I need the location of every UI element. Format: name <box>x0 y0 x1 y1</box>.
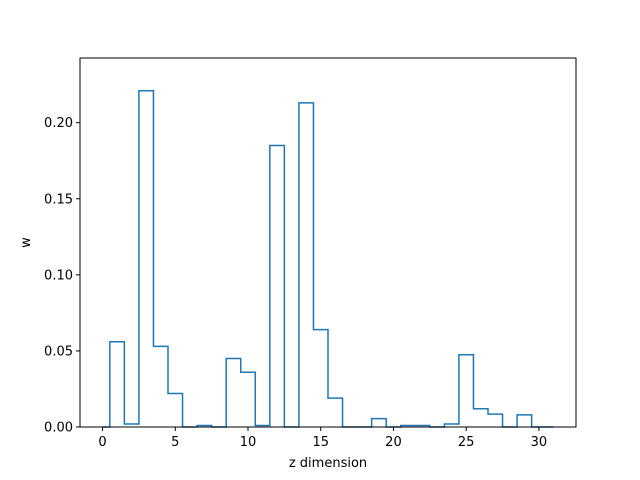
x-tick-label: 30 <box>531 435 548 450</box>
axes-frame <box>79 57 577 428</box>
histogram-step-line <box>102 89 554 428</box>
y-tick-label: 0.05 <box>44 344 73 359</box>
axis-ticks: 0 5 10 15 20 25 30 0.00 0.05 0.10 0.15 0.20 <box>44 116 547 450</box>
y-axis-label: w <box>19 237 34 248</box>
y-tick-label: 0.20 <box>44 116 73 131</box>
y-tick-label: 0.10 <box>44 268 73 283</box>
y-tick-label: 0.15 <box>44 192 73 207</box>
x-tick-label: 25 <box>458 435 475 450</box>
x-tick-label: 5 <box>171 435 179 450</box>
y-tick-label: 0.00 <box>44 421 73 436</box>
x-tick-label: 0 <box>98 435 106 450</box>
x-axis-label: z dimension <box>289 456 367 471</box>
x-tick-label: 15 <box>312 435 329 450</box>
x-tick-label: 10 <box>240 435 257 450</box>
plot-area <box>102 89 554 428</box>
x-tick-label: 20 <box>385 435 402 450</box>
